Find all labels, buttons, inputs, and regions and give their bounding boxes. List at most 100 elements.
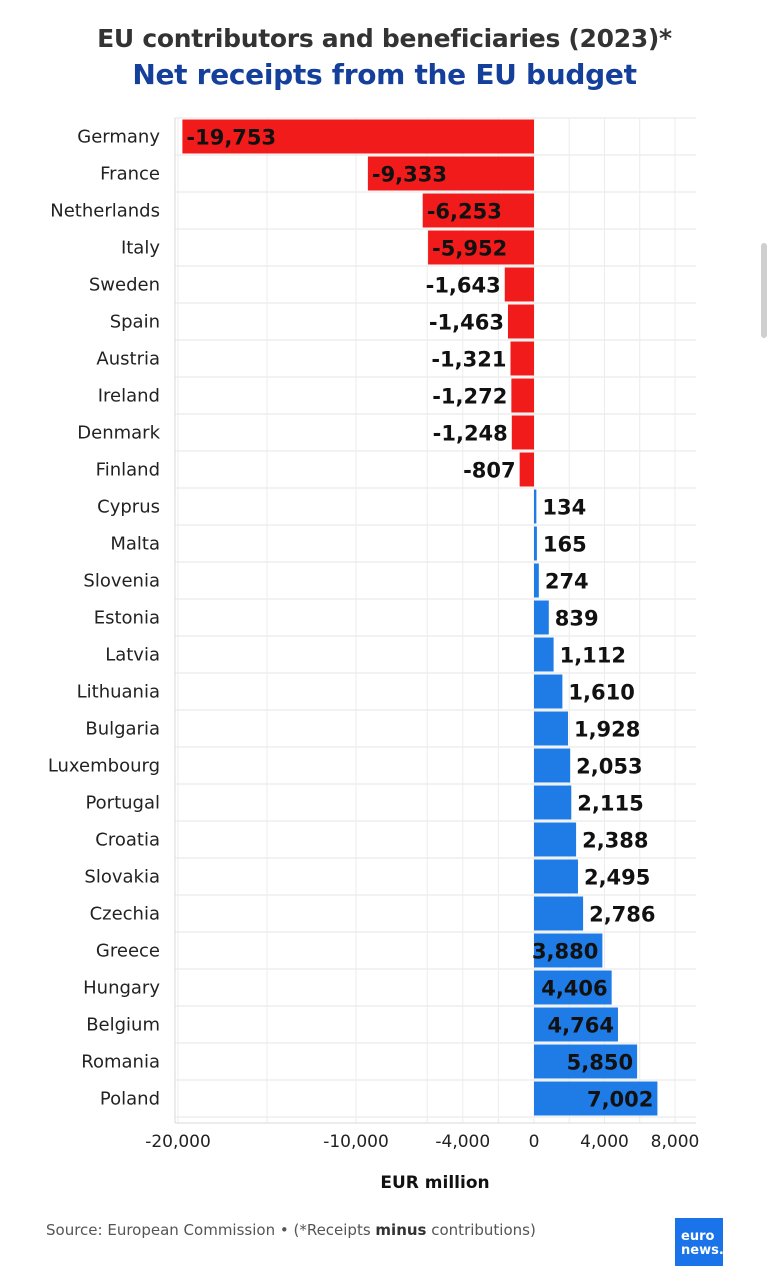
- category-label: Austria: [96, 349, 160, 370]
- category-label: Denmark: [77, 423, 160, 444]
- scrollbar[interactable]: [761, 243, 767, 338]
- category-label: Finland: [96, 460, 160, 481]
- category-label: Spain: [110, 312, 160, 333]
- bar-netherlands: [422, 193, 534, 228]
- category-label: Croatia: [95, 830, 160, 851]
- bar-hungary: [534, 970, 612, 1005]
- bar-romania: [534, 1044, 638, 1079]
- bar-denmark: [511, 415, 534, 450]
- bar-luxembourg: [534, 748, 571, 783]
- category-label: Belgium: [86, 1015, 160, 1036]
- x-tick-label: 8,000: [651, 1132, 700, 1152]
- category-label: Poland: [100, 1089, 160, 1110]
- data-label: -6,253: [427, 200, 502, 224]
- data-label: 274: [545, 570, 589, 594]
- data-label: 2,786: [589, 903, 655, 927]
- category-label: Luxembourg: [48, 756, 160, 777]
- bar-sweden: [504, 267, 534, 302]
- category-label: Lithuania: [77, 682, 160, 703]
- x-tick-label: 4,000: [580, 1132, 629, 1152]
- category-label: Slovakia: [84, 867, 160, 888]
- data-label: 2,495: [584, 866, 650, 890]
- data-label: -1,463: [429, 311, 504, 335]
- bar-bulgaria: [534, 711, 568, 746]
- data-label: 134: [542, 496, 586, 520]
- data-label: 4,406: [541, 977, 607, 1001]
- category-label: Latvia: [105, 645, 160, 666]
- bar-finland: [519, 452, 534, 487]
- category-label: Malta: [110, 534, 160, 555]
- data-label: 2,388: [582, 829, 648, 853]
- data-label: 1,928: [574, 718, 640, 742]
- gridlines: [174, 117, 696, 1124]
- data-label: 7,002: [587, 1088, 653, 1112]
- bar-czechia: [534, 896, 584, 931]
- category-label: Greece: [96, 941, 160, 962]
- bar-lithuania: [534, 674, 563, 709]
- data-label: 2,115: [577, 792, 643, 816]
- labels: Germany -19,753 France -9,333 Netherlands -6,…: [48, 126, 700, 1153]
- bar-cyprus: [534, 489, 537, 524]
- data-label: 1,112: [560, 644, 626, 668]
- category-label: Ireland: [98, 386, 160, 407]
- bar-belgium: [534, 1007, 618, 1042]
- bar-austria: [510, 341, 534, 376]
- data-label: 5,850: [567, 1051, 633, 1075]
- data-label: 2,053: [576, 755, 642, 779]
- data-label: -1,643: [426, 274, 501, 298]
- category-label: Italy: [121, 238, 160, 259]
- category-label: Sweden: [89, 275, 160, 296]
- data-label: 3,880: [532, 940, 598, 964]
- x-axis-label: EUR million: [380, 1173, 490, 1193]
- euronews-logo: euro news.: [675, 1218, 724, 1266]
- chart-subtitle: Net receipts from the EU budget: [132, 58, 637, 91]
- bar-spain: [507, 304, 534, 339]
- data-label: -1,248: [433, 422, 508, 446]
- data-label: 839: [555, 607, 599, 631]
- bar-estonia: [534, 600, 549, 635]
- category-label: Cyprus: [97, 497, 160, 518]
- chart-title: EU contributors and beneficiaries (2023)…: [97, 24, 672, 53]
- data-label: 4,764: [548, 1014, 614, 1038]
- source-note: Source: European Commission • (*Receipts…: [46, 1221, 536, 1239]
- x-tick-label: -20,000: [145, 1132, 211, 1152]
- bar-chart: Germany -19,753 France -9,333 Netherlands -6,…: [48, 117, 700, 1153]
- bar-slovakia: [534, 859, 578, 894]
- data-label: -1,272: [432, 385, 507, 409]
- data-label: -1,321: [431, 348, 506, 372]
- bar-portugal: [534, 785, 572, 820]
- category-label: France: [100, 164, 160, 185]
- bar-malta: [534, 526, 537, 561]
- data-label: 1,610: [568, 681, 634, 705]
- category-label: Estonia: [94, 608, 160, 629]
- data-label: 165: [543, 533, 587, 557]
- category-label: Czechia: [90, 904, 160, 925]
- x-tick-label: 0: [529, 1132, 540, 1152]
- bar-germany: [182, 119, 534, 154]
- bars: [182, 119, 658, 1116]
- data-label: -9,333: [372, 163, 447, 187]
- source-suffix: contributions): [426, 1221, 536, 1239]
- data-label: -807: [463, 459, 516, 483]
- bar-latvia: [534, 637, 554, 672]
- bar-italy: [428, 230, 534, 265]
- source-bold: minus: [375, 1221, 427, 1239]
- data-label: -19,753: [186, 126, 276, 150]
- bar-ireland: [511, 378, 534, 413]
- category-label: Netherlands: [50, 201, 160, 222]
- category-label: Bulgaria: [85, 719, 160, 740]
- x-tick-label: -4,000: [435, 1132, 490, 1152]
- bar-slovenia: [534, 563, 539, 598]
- source-prefix: Source: European Commission • (*Receipts: [46, 1221, 376, 1239]
- category-label: Slovenia: [83, 571, 160, 592]
- category-label: Germany: [77, 127, 160, 148]
- bar-croatia: [534, 822, 577, 857]
- logo-line2: news.: [681, 1243, 724, 1258]
- category-label: Romania: [81, 1052, 160, 1073]
- logo-line1: euro: [681, 1229, 715, 1244]
- category-label: Hungary: [83, 978, 160, 999]
- data-label: -5,952: [432, 237, 507, 261]
- bar-greece: [534, 933, 603, 968]
- bar-poland: [534, 1081, 658, 1116]
- bar-france: [367, 156, 534, 191]
